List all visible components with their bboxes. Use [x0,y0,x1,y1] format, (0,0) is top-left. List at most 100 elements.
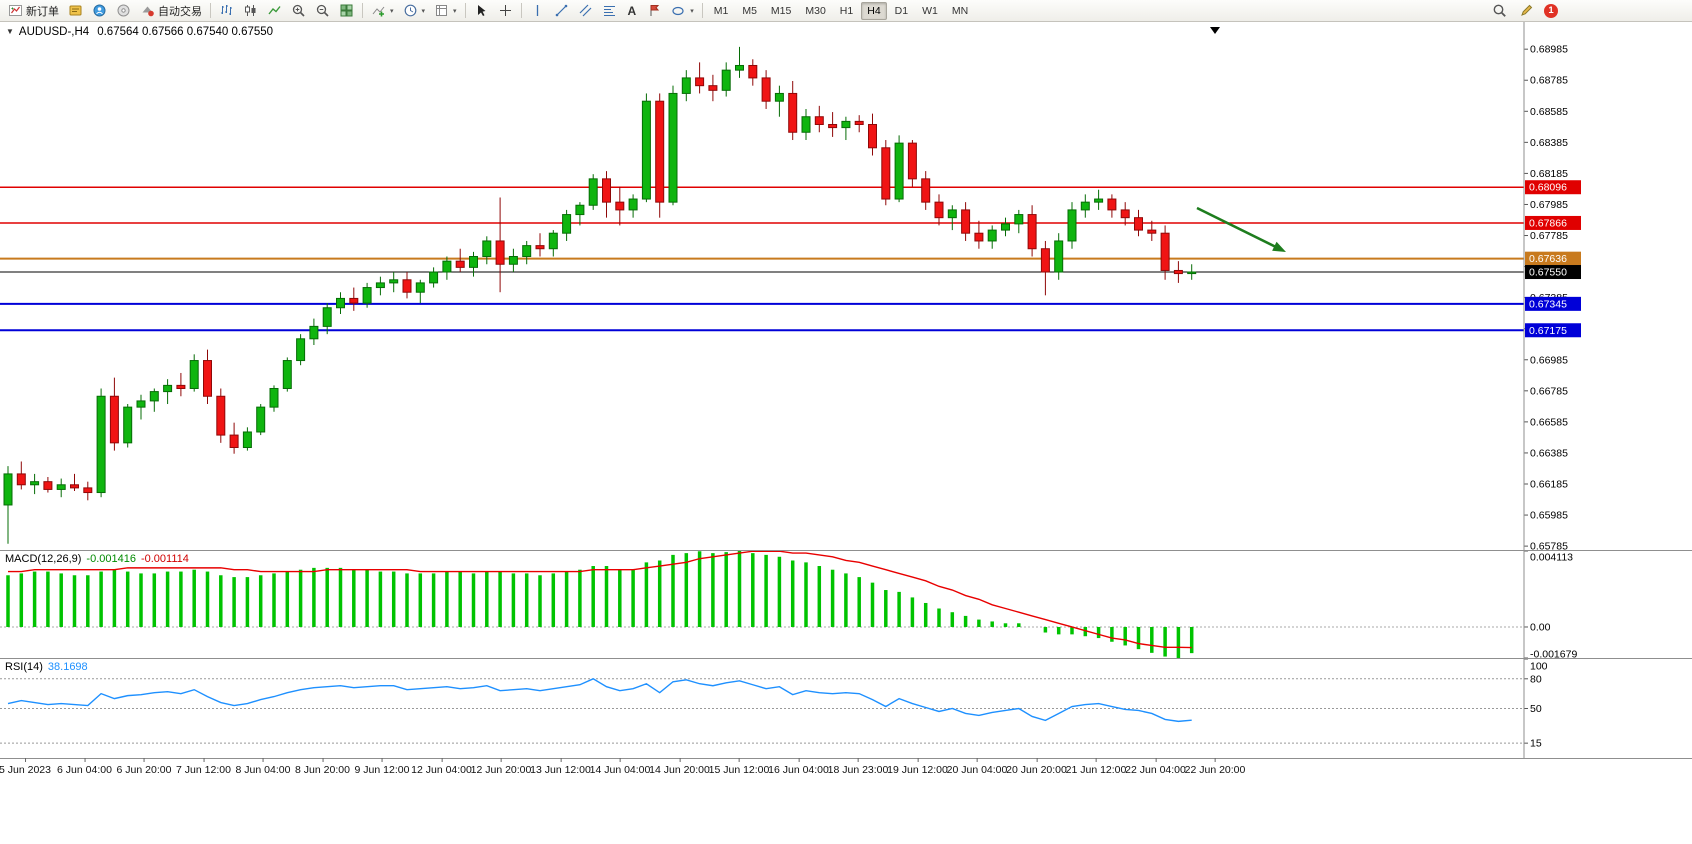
dropdown-arrow-icon: ▾ [690,7,694,15]
clock-icon [404,4,416,17]
templates-button[interactable]: ▾ [430,1,461,20]
search-button[interactable] [1488,1,1511,20]
crosshair-button[interactable] [494,1,517,20]
rsi-name: RSI(14) [5,661,43,673]
svg-text:0.68185: 0.68185 [1530,168,1568,180]
svg-text:0.68985: 0.68985 [1530,44,1568,56]
price-line-badge [1525,296,1581,311]
chart-shift-marker [1210,27,1220,34]
tab-timeframe-mn[interactable]: MN [946,2,974,20]
time-axis-label: 21 Jun 12:00 [1065,758,1127,776]
price-line-badge [1525,180,1581,195]
candlestick-chart-icon [245,5,256,16]
macd-name: MACD(12,26,9) [5,553,82,565]
tile-windows-button[interactable] [335,1,358,20]
candlestick-chart-button[interactable] [239,1,262,20]
svg-text:100: 100 [1530,661,1548,673]
tile-windows-icon [340,4,353,17]
tab-timeframe-d1[interactable]: D1 [889,2,914,20]
new-order-button[interactable]: 新订单 [4,1,63,20]
line-chart-button[interactable] [263,1,286,20]
label-tool-button[interactable] [643,1,666,20]
notifications-badge[interactable]: 1 [1544,3,1558,18]
time-axis-label: 18 Jun 23:00 [827,758,889,776]
channel-button[interactable] [574,1,597,20]
time-axis-label: 14 Jun 04:00 [589,758,651,776]
svg-text:0.66985: 0.66985 [1530,354,1568,366]
svg-text:0.68385: 0.68385 [1530,137,1568,149]
svg-text:0.66785: 0.66785 [1530,385,1568,397]
rsi-panel [0,678,1524,744]
time-axis[interactable]: 5 Jun 2023 6 Jun 04:00 6 Jun 20:00 7 Jun 12… [0,758,1692,784]
time-axis-label: 22 Jun 04:00 [1125,758,1186,776]
macd-main-value: -0.001416 [86,553,136,565]
metaeditor-button[interactable] [64,1,87,20]
periods-button[interactable]: ▾ [399,1,430,20]
tab-timeframe-m5[interactable]: M5 [736,2,763,20]
flag-icon [650,5,660,16]
time-axis-label: 5 Jun 2023 [0,758,51,776]
svg-text:0.66585: 0.66585 [1530,416,1568,428]
dropdown-arrow-icon: ▾ [453,7,457,15]
cursor-icon [477,5,486,16]
price-chart[interactable]: 0.68985 0.68785 0.68585 0.68385 0.68185 0.679… [0,22,1692,758]
time-axis-label: 12 Jun 20:00 [470,758,532,776]
one-click-expander-icon[interactable]: ▼ [6,27,14,36]
community-button[interactable] [88,1,111,20]
trendline-icon [555,4,567,17]
tab-timeframe-m30[interactable]: M30 [799,2,831,20]
time-axis-label: 6 Jun 04:00 [57,758,112,776]
zoom-out-button[interactable] [311,1,334,20]
chart-ohlc-values: 0.67564 0.67566 0.67540 0.67550 [97,26,274,38]
macd-panel [0,550,1524,659]
vertical-line-button[interactable] [526,1,549,20]
svg-text:0.66385: 0.66385 [1530,447,1568,459]
price-line-badge [1525,215,1581,230]
text-tool-button[interactable]: A [622,1,643,20]
macd-signal-value: -0.001114 [140,553,189,565]
zoom-in-icon [292,4,305,17]
chart-symbol-period: AUDUSD-,H4 [18,26,90,38]
bar-chart-icon [221,5,232,15]
svg-text:0.67785: 0.67785 [1530,230,1568,242]
rsi-value: 38.1698 [47,661,88,673]
tab-timeframe-w1[interactable]: W1 [916,2,944,20]
toolbar-separator [520,3,522,18]
tab-timeframe-m15[interactable]: M15 [765,2,797,20]
crosshair-icon [499,5,511,16]
community-icon [93,4,106,17]
metaeditor-icon [69,5,82,16]
cursor-button[interactable] [470,1,493,20]
toolbar-separator [362,3,363,18]
search-icon [1493,4,1506,17]
tab-timeframe-h1[interactable]: H1 [834,2,859,20]
time-axis-label: 6 Jun 20:00 [116,758,172,776]
fibonacci-button[interactable] [598,1,621,20]
market-button[interactable] [112,1,135,20]
autotrading-button[interactable]: 自动交易 [136,1,206,20]
indicators-icon [372,6,385,17]
vertical-line-icon [536,5,538,16]
trendline-button[interactable] [550,1,573,20]
price-panel [0,27,1524,544]
time-axis-label: 8 Jun 04:00 [235,758,291,776]
bar-chart-button[interactable] [215,1,238,20]
zoom-in-button[interactable] [287,1,310,20]
tab-timeframe-m1[interactable]: M1 [708,2,735,20]
svg-text:0.65985: 0.65985 [1530,510,1568,522]
shapes-button[interactable]: ▾ [667,1,698,20]
line-chart-icon [268,6,281,15]
toolbar-separator [210,3,211,18]
svg-text:80: 80 [1530,673,1542,685]
toolbar-separator [464,3,466,18]
indicators-button[interactable]: ▾ [367,1,398,20]
tab-timeframe-h4[interactable]: H4 [861,1,887,20]
edit-button[interactable] [1515,1,1538,20]
time-axis-label: 22 Jun 20:00 [1184,758,1246,776]
time-axis-label: 9 Jun 12:00 [354,758,410,776]
channel-icon [579,4,591,17]
main-toolbar: 新订单 自动交易 ▾ ▾ ▾ A ▾ M1 M5 M15 M30 H1 H4 D1 W1 MN [0,0,1692,22]
market-icon [117,4,130,17]
time-axis-label: 14 Jun 20:00 [649,758,710,776]
svg-text:0.68585: 0.68585 [1530,106,1568,118]
